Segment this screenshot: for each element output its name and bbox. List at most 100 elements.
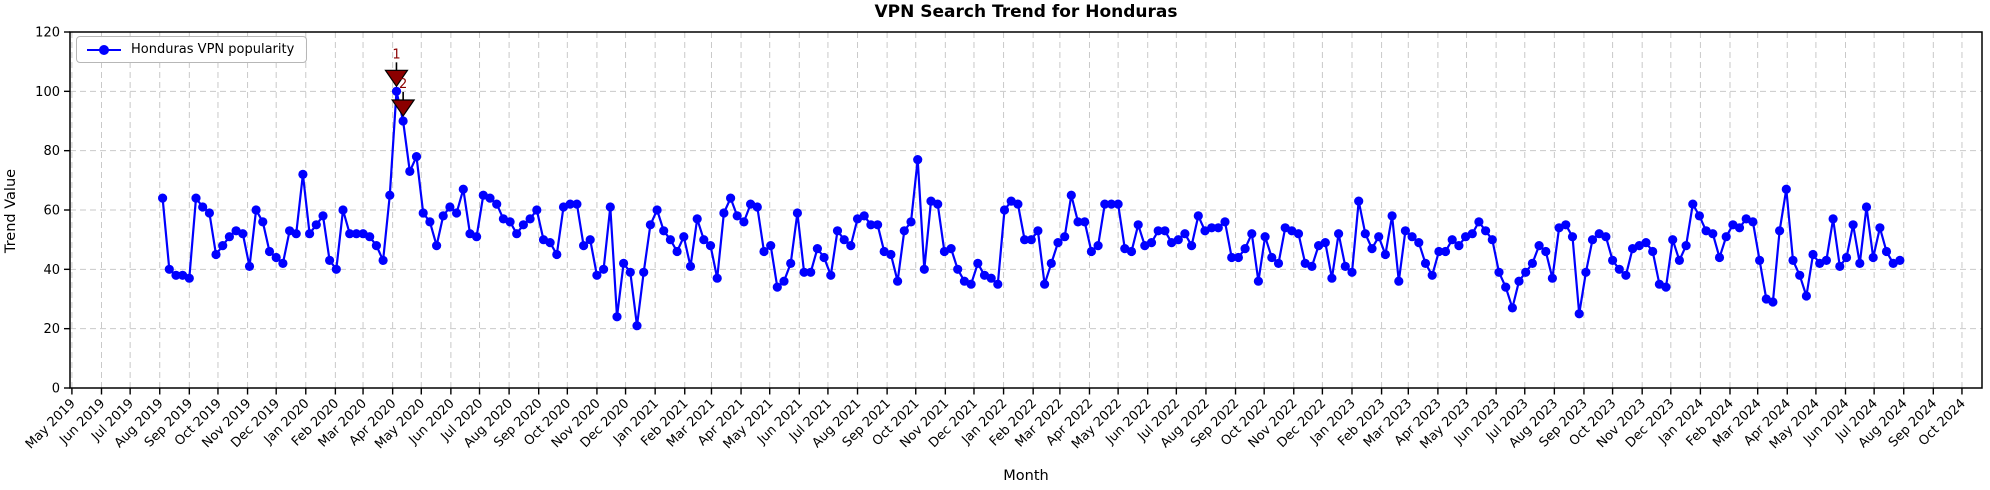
data-point: [1835, 261, 1845, 271]
data-point: [218, 241, 228, 251]
chart-title: VPN Search Trend for Honduras: [874, 2, 1178, 22]
data-point: [1247, 229, 1257, 239]
data-point: [679, 232, 689, 242]
data-point: [1073, 217, 1083, 227]
data-point: [1340, 261, 1350, 271]
data-point: [405, 166, 415, 176]
data-point: [532, 205, 542, 215]
y-tick-label: 100: [35, 85, 60, 100]
data-point: [545, 238, 555, 248]
axis-ticks: [64, 31, 1963, 395]
data-point: [645, 220, 656, 230]
data-point: [826, 270, 836, 280]
data-point: [1821, 255, 1831, 265]
data-point: [1648, 246, 1658, 257]
data-point: [1674, 255, 1684, 265]
data-point: [1293, 229, 1304, 239]
data-point: [699, 235, 709, 245]
data-point: [351, 229, 361, 239]
data-point: [311, 220, 321, 230]
data-point: [913, 155, 923, 165]
data-point: [1153, 226, 1163, 236]
data-point: [1587, 235, 1598, 245]
data-point: [1487, 235, 1497, 245]
data-point: [692, 214, 702, 224]
data-point: [893, 276, 903, 286]
data-point: [1273, 258, 1284, 268]
data-point: [191, 193, 201, 203]
data-point: [371, 241, 381, 251]
data-point: [933, 199, 943, 209]
data-point: [1394, 276, 1404, 286]
data-point: [953, 264, 963, 274]
data-point: [759, 246, 769, 257]
data-point: [1755, 255, 1765, 265]
data-point: [525, 214, 535, 224]
data-point: [164, 264, 174, 274]
data-point: [171, 270, 181, 280]
data-point: [565, 199, 575, 209]
data-point: [732, 211, 742, 221]
data-point: [1795, 270, 1805, 280]
data-point: [1521, 267, 1531, 277]
data-point: [1146, 238, 1157, 248]
data-point: [832, 226, 843, 236]
data-point: [1126, 246, 1137, 257]
data-point: [792, 208, 803, 218]
data-point: [1467, 229, 1477, 239]
data-point: [786, 258, 796, 268]
data-point: [1841, 252, 1852, 263]
data-point: [244, 261, 255, 271]
data-point: [779, 276, 789, 286]
trend-line-series: [158, 86, 1905, 331]
data-point: [1808, 249, 1818, 260]
data-point: [1527, 258, 1537, 268]
y-tick-label: 40: [43, 263, 60, 278]
data-point: [1768, 297, 1778, 307]
data-point: [492, 199, 502, 209]
data-point: [264, 246, 275, 257]
data-point: [1641, 238, 1651, 248]
x-axis-title: Month: [1003, 468, 1049, 484]
data-point: [772, 282, 782, 292]
data-point: [238, 229, 248, 239]
data-point: [632, 321, 642, 331]
data-point: [986, 273, 996, 283]
data-point: [278, 258, 288, 268]
data-point: [1400, 226, 1410, 236]
data-point: [365, 232, 375, 242]
y-tick-label: 120: [35, 26, 60, 41]
data-point: [866, 220, 876, 230]
data-point: [258, 217, 268, 227]
data-point: [886, 249, 896, 260]
data-point: [1427, 270, 1437, 280]
y-tick-label: 60: [43, 204, 60, 219]
data-point: [1481, 226, 1491, 236]
data-point: [224, 232, 234, 242]
data-point: [1775, 226, 1785, 236]
data-point: [505, 217, 515, 227]
data-point: [705, 241, 716, 251]
data-point: [391, 86, 402, 96]
data-point: [1093, 241, 1103, 251]
annotations: 12: [384, 47, 416, 118]
data-point: [1347, 267, 1357, 277]
data-point: [873, 220, 883, 230]
legend-line-marker-icon: [87, 44, 121, 55]
data-point: [345, 229, 355, 239]
data-point: [452, 208, 462, 218]
data-point: [1447, 235, 1457, 245]
data-point: [719, 208, 729, 218]
data-point: [1334, 229, 1344, 239]
data-point: [572, 199, 582, 209]
data-point: [1207, 223, 1217, 233]
data-point: [1160, 226, 1170, 236]
plot-border: [69, 31, 1983, 389]
data-point: [184, 273, 194, 283]
data-point: [1601, 232, 1611, 242]
data-point: [739, 217, 749, 227]
data-point: [1734, 223, 1745, 233]
data-point: [1233, 252, 1243, 263]
